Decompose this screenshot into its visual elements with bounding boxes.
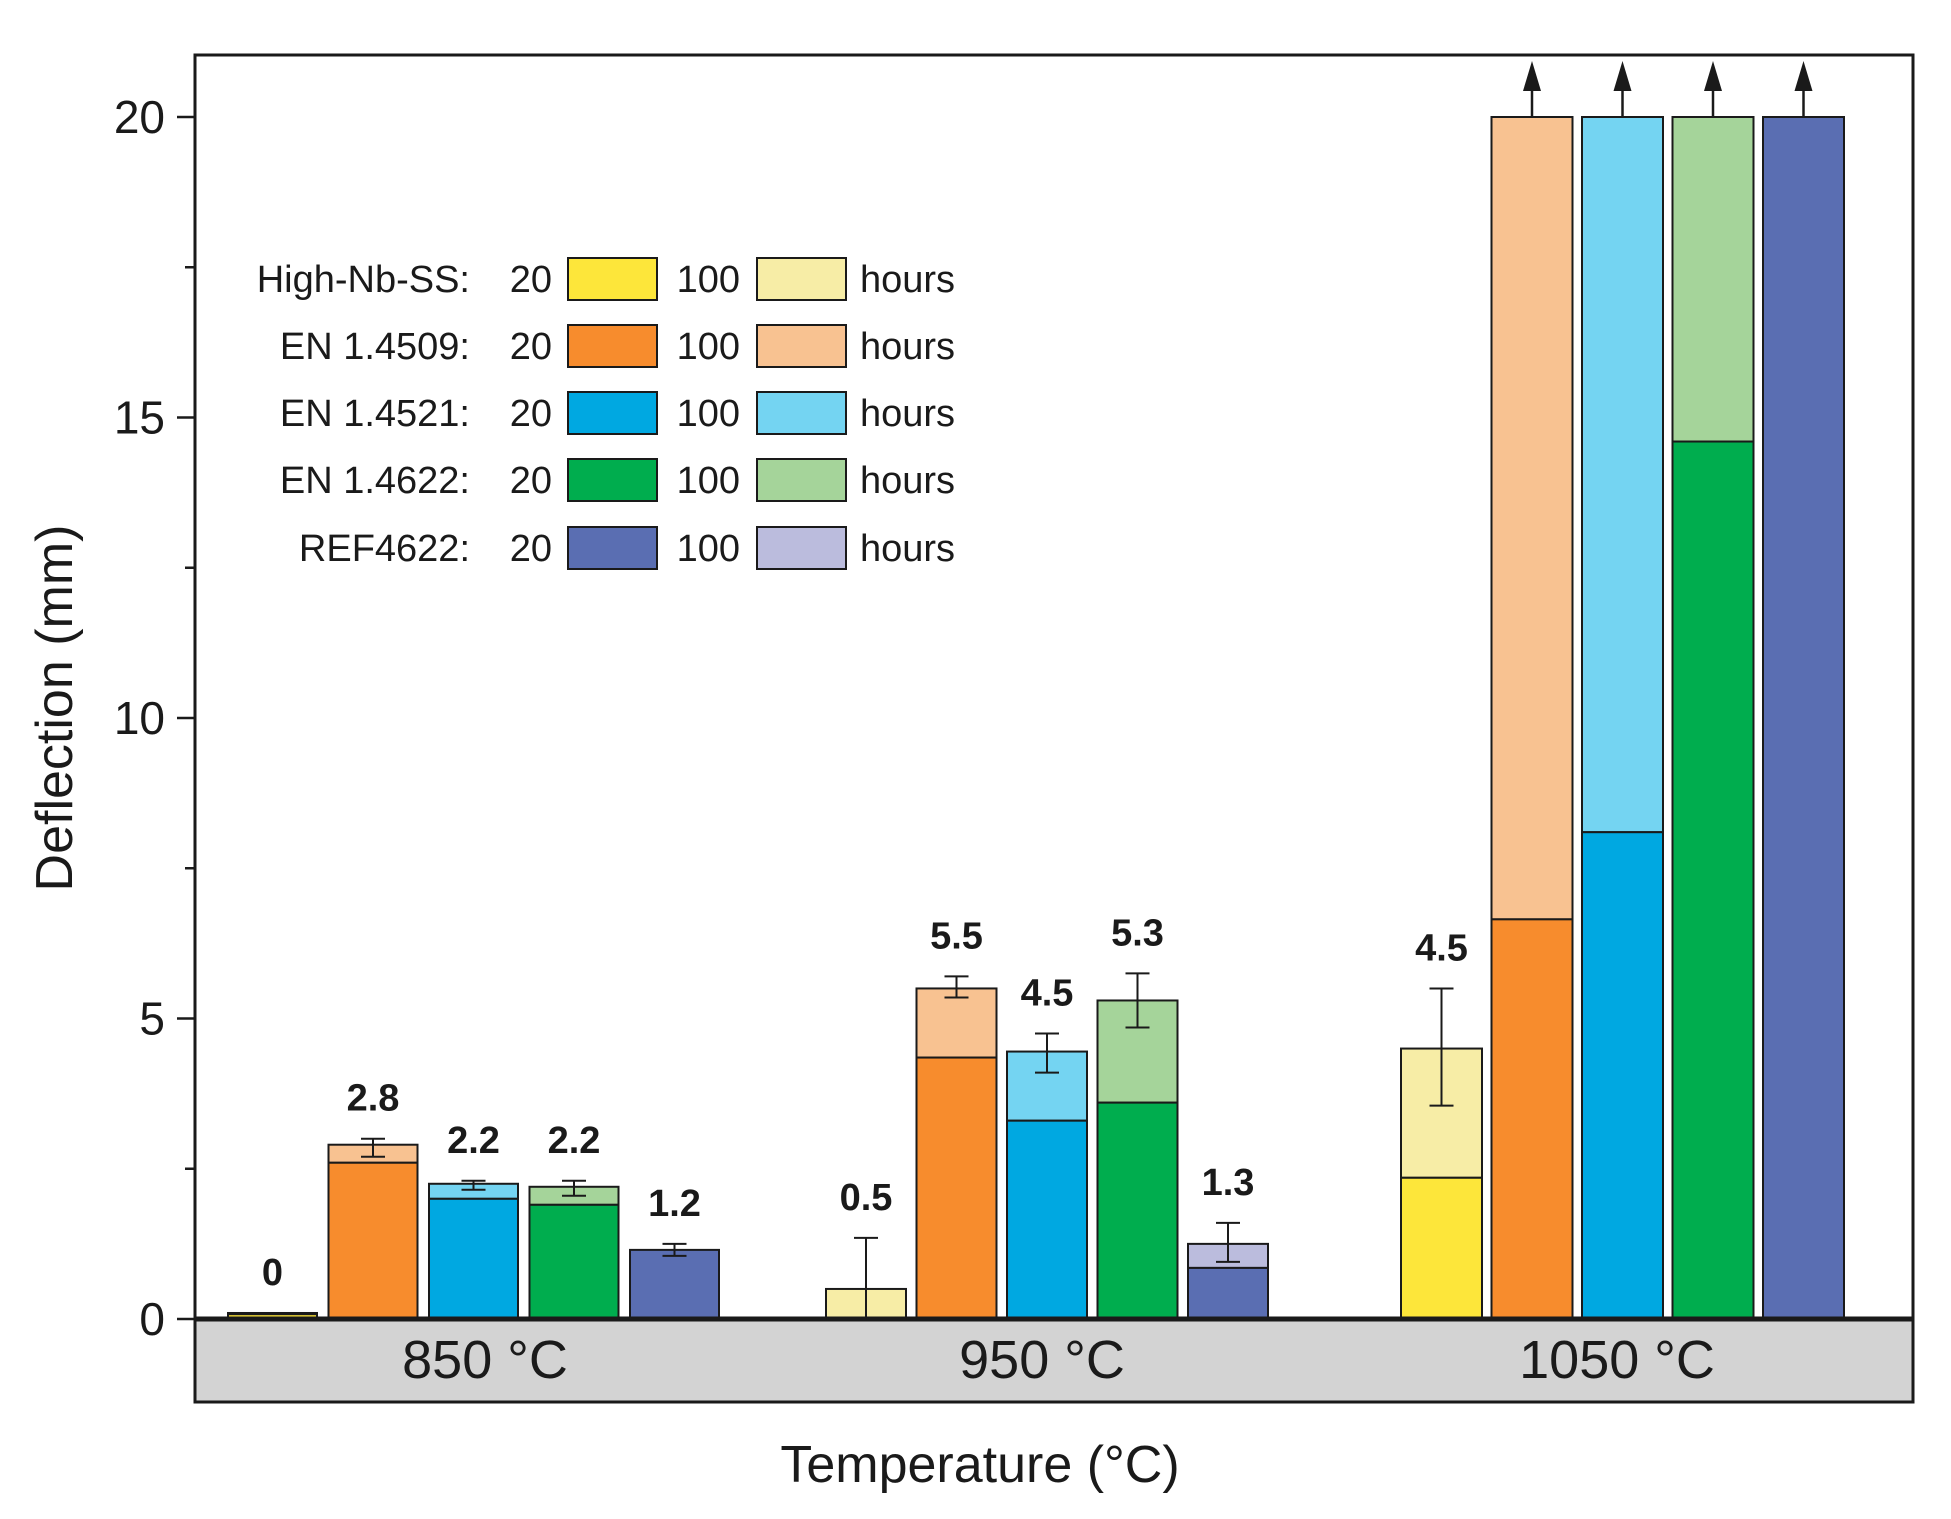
overflow-arrows-layer: [1523, 61, 1813, 117]
legend-hours-20-label: 20: [510, 393, 552, 435]
bar-20h-1050-c-ref4622: [1762, 116, 1845, 1320]
legend-unit-label: hours: [860, 393, 955, 435]
error-bars-layer: [361, 972, 1454, 1320]
bar-20h-1050-c-en-1-4509: [1490, 918, 1574, 1321]
legend-row-ref4622: REF4622: 20 100 hours: [299, 526, 955, 570]
y-tick-label-0: 0: [139, 1293, 165, 1345]
legend-hours-100-label: 100: [677, 326, 740, 368]
plot-frame: [193, 53, 1915, 1404]
legend-swatch-20h: [567, 257, 658, 301]
group-label-1050-c: 1050 °C: [1519, 1330, 1715, 1390]
error-bar-1050-c-high-nb-ss: [1429, 987, 1454, 1107]
bar-20h-850-c-en-1-4622: [528, 1203, 620, 1321]
legend-swatch-100h: [756, 391, 847, 435]
legend-hours-20-label: 20: [510, 528, 552, 570]
bar-20h-950-c-en-1-4521: [1006, 1119, 1088, 1321]
data-label-950-c-en-1-4521: 4.5: [1021, 973, 1074, 1015]
bar-20h-1050-c-high-nb-ss: [1400, 1176, 1483, 1321]
legend: High-Nb-SS: 20 100 hours EN 1.4509: 20 100 hour…: [257, 257, 955, 570]
legend-swatch-20h: [567, 391, 658, 435]
bar-20h-950-c-ref4622: [1187, 1266, 1269, 1321]
data-label-950-c-en-1-4622: 5.3: [1111, 912, 1164, 954]
overflow-arrow-1050-c-en-1-4509: [1523, 61, 1541, 117]
legend-series-name: EN 1.4509:: [280, 326, 470, 368]
legend-hours-100-label: 100: [677, 259, 740, 301]
legend-unit-label: hours: [860, 326, 955, 368]
error-bar-850-c-en-1-4521: [461, 1179, 486, 1191]
legend-hours-100-label: 100: [677, 460, 740, 502]
bar-100h-1050-c-en-1-4521: [1581, 116, 1664, 834]
error-bar-950-c-en-1-4509: [944, 975, 969, 999]
overflow-arrow-1050-c-en-1-4521: [1613, 61, 1632, 117]
bars-layer: [227, 116, 1845, 1321]
legend-row-en-1-4622: EN 1.4622: 20 100 hours: [280, 458, 955, 502]
bar-100h-950-c-en-1-4509: [915, 987, 998, 1059]
temperature-strip-background: [195, 1319, 1913, 1402]
data-label-950-c-high-nb-ss: 0.5: [840, 1177, 893, 1219]
bar-20h-950-c-en-1-4509: [915, 1056, 998, 1320]
data-label-950-c-en-1-4509: 5.5: [930, 915, 983, 957]
error-bar-950-c-ref4622: [1216, 1221, 1240, 1263]
temperature-strip: 850 °C 950 °C 1050 °C: [195, 1319, 1913, 1402]
legend-swatch-100h: [756, 324, 847, 368]
legend-swatch-20h: [567, 458, 658, 502]
data-label-850-c-high-nb-ss: 0: [262, 1252, 283, 1294]
error-bar-950-c-en-1-4622: [1125, 972, 1150, 1029]
data-label-850-c-en-1-4509: 2.8: [347, 1078, 400, 1120]
error-bar-950-c-en-1-4521: [1035, 1032, 1059, 1074]
legend-series-name: EN 1.4521:: [280, 393, 470, 435]
bar-100h-1050-c-en-1-4509: [1490, 116, 1574, 921]
y-tick-label-10: 10: [114, 692, 165, 744]
bar-20h-850-c-en-1-4521: [428, 1197, 519, 1321]
x-axis-title: Temperature (°C): [780, 1436, 1179, 1494]
overflow-arrow-1050-c-ref4622: [1794, 61, 1813, 117]
bar-20h-1050-c-en-1-4521: [1581, 831, 1664, 1320]
bar-20h-950-c-en-1-4622: [1096, 1101, 1179, 1321]
legend-unit-label: hours: [860, 259, 955, 301]
legend-series-name: REF4622:: [299, 528, 470, 570]
legend-hours-100-label: 100: [677, 393, 740, 435]
group-label-950-c: 950 °C: [959, 1330, 1125, 1390]
error-bar-850-c-en-1-4622: [562, 1179, 586, 1197]
data-label-850-c-en-1-4622: 2.2: [548, 1120, 601, 1162]
legend-hours-100-label: 100: [677, 528, 740, 570]
legend-unit-label: hours: [860, 460, 955, 502]
legend-series-name: High-Nb-SS:: [257, 259, 470, 301]
data-label-850-c-ref4622: 1.2: [648, 1183, 701, 1225]
overflow-arrow-1050-c-en-1-4622: [1704, 61, 1722, 117]
legend-hours-20-label: 20: [510, 326, 552, 368]
axes-layer: 0 5 10 15 20: [114, 53, 1915, 1404]
legend-hours-20-label: 20: [510, 460, 552, 502]
legend-swatch-100h: [756, 526, 847, 570]
legend-row-en-1-4509: EN 1.4509: 20 100 hours: [280, 324, 955, 368]
error-bar-850-c-en-1-4509: [361, 1137, 385, 1158]
legend-swatch-20h: [567, 324, 658, 368]
legend-unit-label: hours: [860, 528, 955, 570]
legend-row-en-1-4521: EN 1.4521: 20 100 hours: [280, 391, 955, 435]
data-label-850-c-en-1-4521: 2.2: [447, 1120, 500, 1162]
bar-100h-1050-c-en-1-4622: [1671, 116, 1755, 443]
bar-20h-850-c-en-1-4509: [327, 1161, 419, 1320]
legend-swatch-100h: [756, 257, 847, 301]
legend-hours-20-label: 20: [510, 259, 552, 301]
bar-20h-1050-c-en-1-4622: [1671, 440, 1755, 1321]
y-tick-label-15: 15: [114, 392, 165, 444]
legend-series-name: EN 1.4622:: [280, 460, 470, 502]
data-label-950-c-ref4622: 1.3: [1202, 1162, 1255, 1204]
data-label-1050-c-high-nb-ss: 4.5: [1415, 927, 1468, 969]
data-labels-layer: 0 2.8 2.2 2.2 1.2 0.5 5.5 4.5 5.3 1.3 4.5: [262, 912, 1468, 1294]
y-axis-title: Deflection (mm): [26, 525, 84, 892]
legend-swatch-20h: [567, 526, 658, 570]
legend-row-high-nb-ss: High-Nb-SS: 20 100 hours: [257, 257, 955, 301]
y-tick-label-20: 20: [114, 91, 165, 143]
bar-20h-850-c-ref4622: [629, 1248, 720, 1321]
legend-swatch-100h: [756, 458, 847, 502]
y-tick-label-5: 5: [139, 993, 165, 1045]
group-label-850-c: 850 °C: [402, 1330, 568, 1390]
error-bar-850-c-ref4622: [662, 1242, 687, 1257]
